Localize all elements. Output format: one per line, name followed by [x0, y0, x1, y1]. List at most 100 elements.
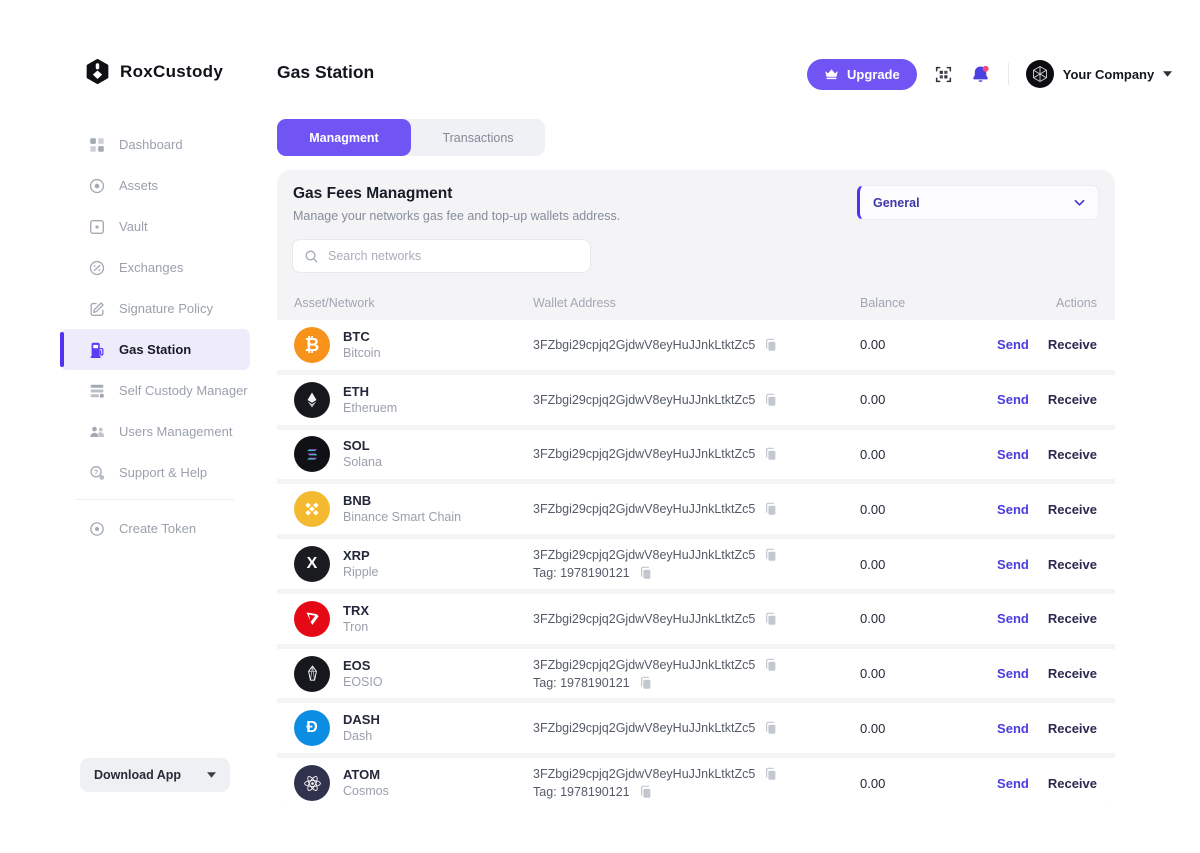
- sidebar-item-create-token[interactable]: Create Token: [60, 508, 250, 549]
- wallet-tag: Tag: 1978190121: [533, 566, 630, 581]
- assets-icon: [88, 177, 106, 195]
- account-menu[interactable]: Your Company: [1025, 60, 1173, 88]
- sidebar: RoxCustody Dashboard Assets Vault Exchan…: [60, 0, 250, 853]
- actions-cell: Send Receive: [977, 611, 1097, 626]
- actions-cell: Send Receive: [977, 447, 1097, 462]
- send-link[interactable]: Send: [997, 392, 1029, 408]
- sidebar-item-self-custody-manager[interactable]: Self Custody Manager: [60, 370, 250, 411]
- download-app-button[interactable]: Download App: [80, 758, 230, 792]
- copy-tag-icon[interactable]: [639, 566, 653, 580]
- copy-address-icon[interactable]: [764, 393, 778, 407]
- notifications-button[interactable]: [970, 64, 991, 85]
- asset-network: Binance Smart Chain: [343, 510, 462, 525]
- send-link[interactable]: Send: [997, 501, 1029, 517]
- sidebar-item-label: Self Custody Manager: [119, 383, 248, 398]
- panel-subtitle: Manage your networks gas fee and top-up …: [293, 209, 621, 223]
- network-type-select[interactable]: General: [857, 185, 1099, 220]
- copy-address-icon[interactable]: [764, 721, 778, 735]
- table-row-xrp: X XRP Ripple 3FZbgi29cpjq2GjdwV8eyHuJJnk…: [277, 539, 1115, 589]
- wallet-address-cell: 3FZbgi29cpjq2GjdwV8eyHuJJnkLtktZc5: [533, 502, 860, 516]
- wallet-address: 3FZbgi29cpjq2GjdwV8eyHuJJnkLtktZc5: [533, 657, 756, 672]
- sidebar-item-vault[interactable]: Vault: [60, 206, 250, 247]
- copy-address-icon[interactable]: [764, 502, 778, 516]
- networks-table: ₿ BTC Bitcoin 3FZbgi29cpjq2GjdwV8eyHuJJn…: [277, 320, 1115, 808]
- copy-address-icon[interactable]: [764, 548, 778, 562]
- send-link[interactable]: Send: [997, 337, 1029, 353]
- panel-title: Gas Fees Managment: [293, 185, 453, 202]
- balance-value: 0.00: [860, 556, 886, 572]
- sidebar-divider: [76, 499, 234, 500]
- send-link[interactable]: Send: [997, 556, 1029, 572]
- actions-cell: Send Receive: [977, 721, 1097, 736]
- receive-link[interactable]: Receive: [1047, 556, 1097, 572]
- asset-cell: Ð DASH Dash: [294, 710, 533, 747]
- copy-address-icon[interactable]: [764, 612, 778, 626]
- asset-cell: TRX Tron: [294, 600, 533, 637]
- header-actions: Upgrade Your Company: [807, 58, 1173, 90]
- asset-cell: SOL Solana: [294, 436, 533, 473]
- roxcustody-logo-icon: [84, 58, 111, 85]
- send-link[interactable]: Send: [997, 611, 1029, 627]
- receive-link[interactable]: Receive: [1047, 392, 1097, 408]
- copy-address-icon[interactable]: [764, 658, 778, 672]
- wallet-address-cell: 3FZbgi29cpjq2GjdwV8eyHuJJnkLtktZc5: [533, 612, 860, 626]
- asset-cell: EOS EOSIO: [294, 655, 533, 692]
- sidebar-item-signature-policy[interactable]: Signature Policy: [60, 288, 250, 329]
- table-row-sol: SOL Solana 3FZbgi29cpjq2GjdwV8eyHuJJnkLt…: [277, 429, 1115, 480]
- receive-link[interactable]: Receive: [1047, 775, 1097, 791]
- users-icon: [88, 423, 106, 441]
- table-header: Asset/Network Wallet Address Balance Act…: [277, 296, 1115, 310]
- send-link[interactable]: Send: [997, 720, 1029, 736]
- actions-cell: Send Receive: [977, 666, 1097, 681]
- asset-network: Solana: [343, 455, 382, 470]
- token-icon: [88, 520, 106, 538]
- asset-network: Bitcoin: [343, 345, 381, 360]
- signature-icon: [88, 300, 106, 318]
- receive-link[interactable]: Receive: [1047, 446, 1097, 462]
- sidebar-item-label: Vault: [119, 219, 148, 234]
- copy-tag-icon[interactable]: [639, 676, 653, 690]
- sidebar-item-exchanges[interactable]: Exchanges: [60, 247, 250, 288]
- sidebar-item-gas-station[interactable]: Gas Station: [60, 329, 250, 370]
- upgrade-label: Upgrade: [847, 66, 900, 82]
- receive-link[interactable]: Receive: [1047, 337, 1097, 353]
- chevron-down-icon: [1074, 199, 1085, 207]
- table-row-atom: ATOM Cosmos 3FZbgi29cpjq2GjdwV8eyHuJJnkL…: [277, 758, 1115, 808]
- tab-transactions[interactable]: Transactions: [442, 130, 514, 145]
- wallet-address: 3FZbgi29cpjq2GjdwV8eyHuJJnkLtktZc5: [533, 337, 756, 352]
- sidebar-item-label: Exchanges: [119, 260, 184, 275]
- sidebar-item-label: Support & Help: [119, 465, 208, 480]
- search-box[interactable]: [292, 239, 591, 273]
- send-link[interactable]: Send: [997, 446, 1029, 462]
- send-link[interactable]: Send: [997, 775, 1029, 791]
- tab-managment[interactable]: Managment: [277, 119, 411, 156]
- copy-tag-icon[interactable]: [639, 785, 653, 799]
- asset-cell: ₿ BTC Bitcoin: [294, 326, 533, 363]
- receive-link[interactable]: Receive: [1047, 720, 1097, 736]
- sidebar-item-users-management[interactable]: Users Management: [60, 411, 250, 452]
- chevron-down-icon: [1163, 71, 1173, 77]
- search-input[interactable]: [328, 249, 579, 263]
- dashboard-icon: [88, 136, 106, 154]
- asset-network: EOSIO: [343, 674, 383, 689]
- sidebar-item-label: Assets: [119, 178, 159, 193]
- send-link[interactable]: Send: [997, 666, 1029, 682]
- sidebar-item-support-help[interactable]: ? Support & Help: [60, 452, 250, 493]
- crown-icon: [824, 68, 839, 80]
- receive-link[interactable]: Receive: [1047, 501, 1097, 517]
- receive-link[interactable]: Receive: [1047, 611, 1097, 627]
- balance-value: 0.00: [860, 501, 886, 517]
- wallet-address-cell: 3FZbgi29cpjq2GjdwV8eyHuJJnkLtktZc5: [533, 393, 860, 407]
- copy-address-icon[interactable]: [764, 447, 778, 461]
- sidebar-item-assets[interactable]: Assets: [60, 165, 250, 206]
- upgrade-button[interactable]: Upgrade: [807, 58, 917, 90]
- balance-value: 0.00: [860, 392, 886, 408]
- sidebar-item-dashboard[interactable]: Dashboard: [60, 124, 250, 165]
- actions-cell: Send Receive: [977, 392, 1097, 407]
- receive-link[interactable]: Receive: [1047, 666, 1097, 682]
- qr-scan-button[interactable]: [934, 65, 953, 84]
- copy-address-icon[interactable]: [764, 338, 778, 352]
- asset-cell: X XRP Ripple: [294, 546, 533, 583]
- wallet-tag: Tag: 1978190121: [533, 675, 630, 690]
- copy-address-icon[interactable]: [764, 767, 778, 781]
